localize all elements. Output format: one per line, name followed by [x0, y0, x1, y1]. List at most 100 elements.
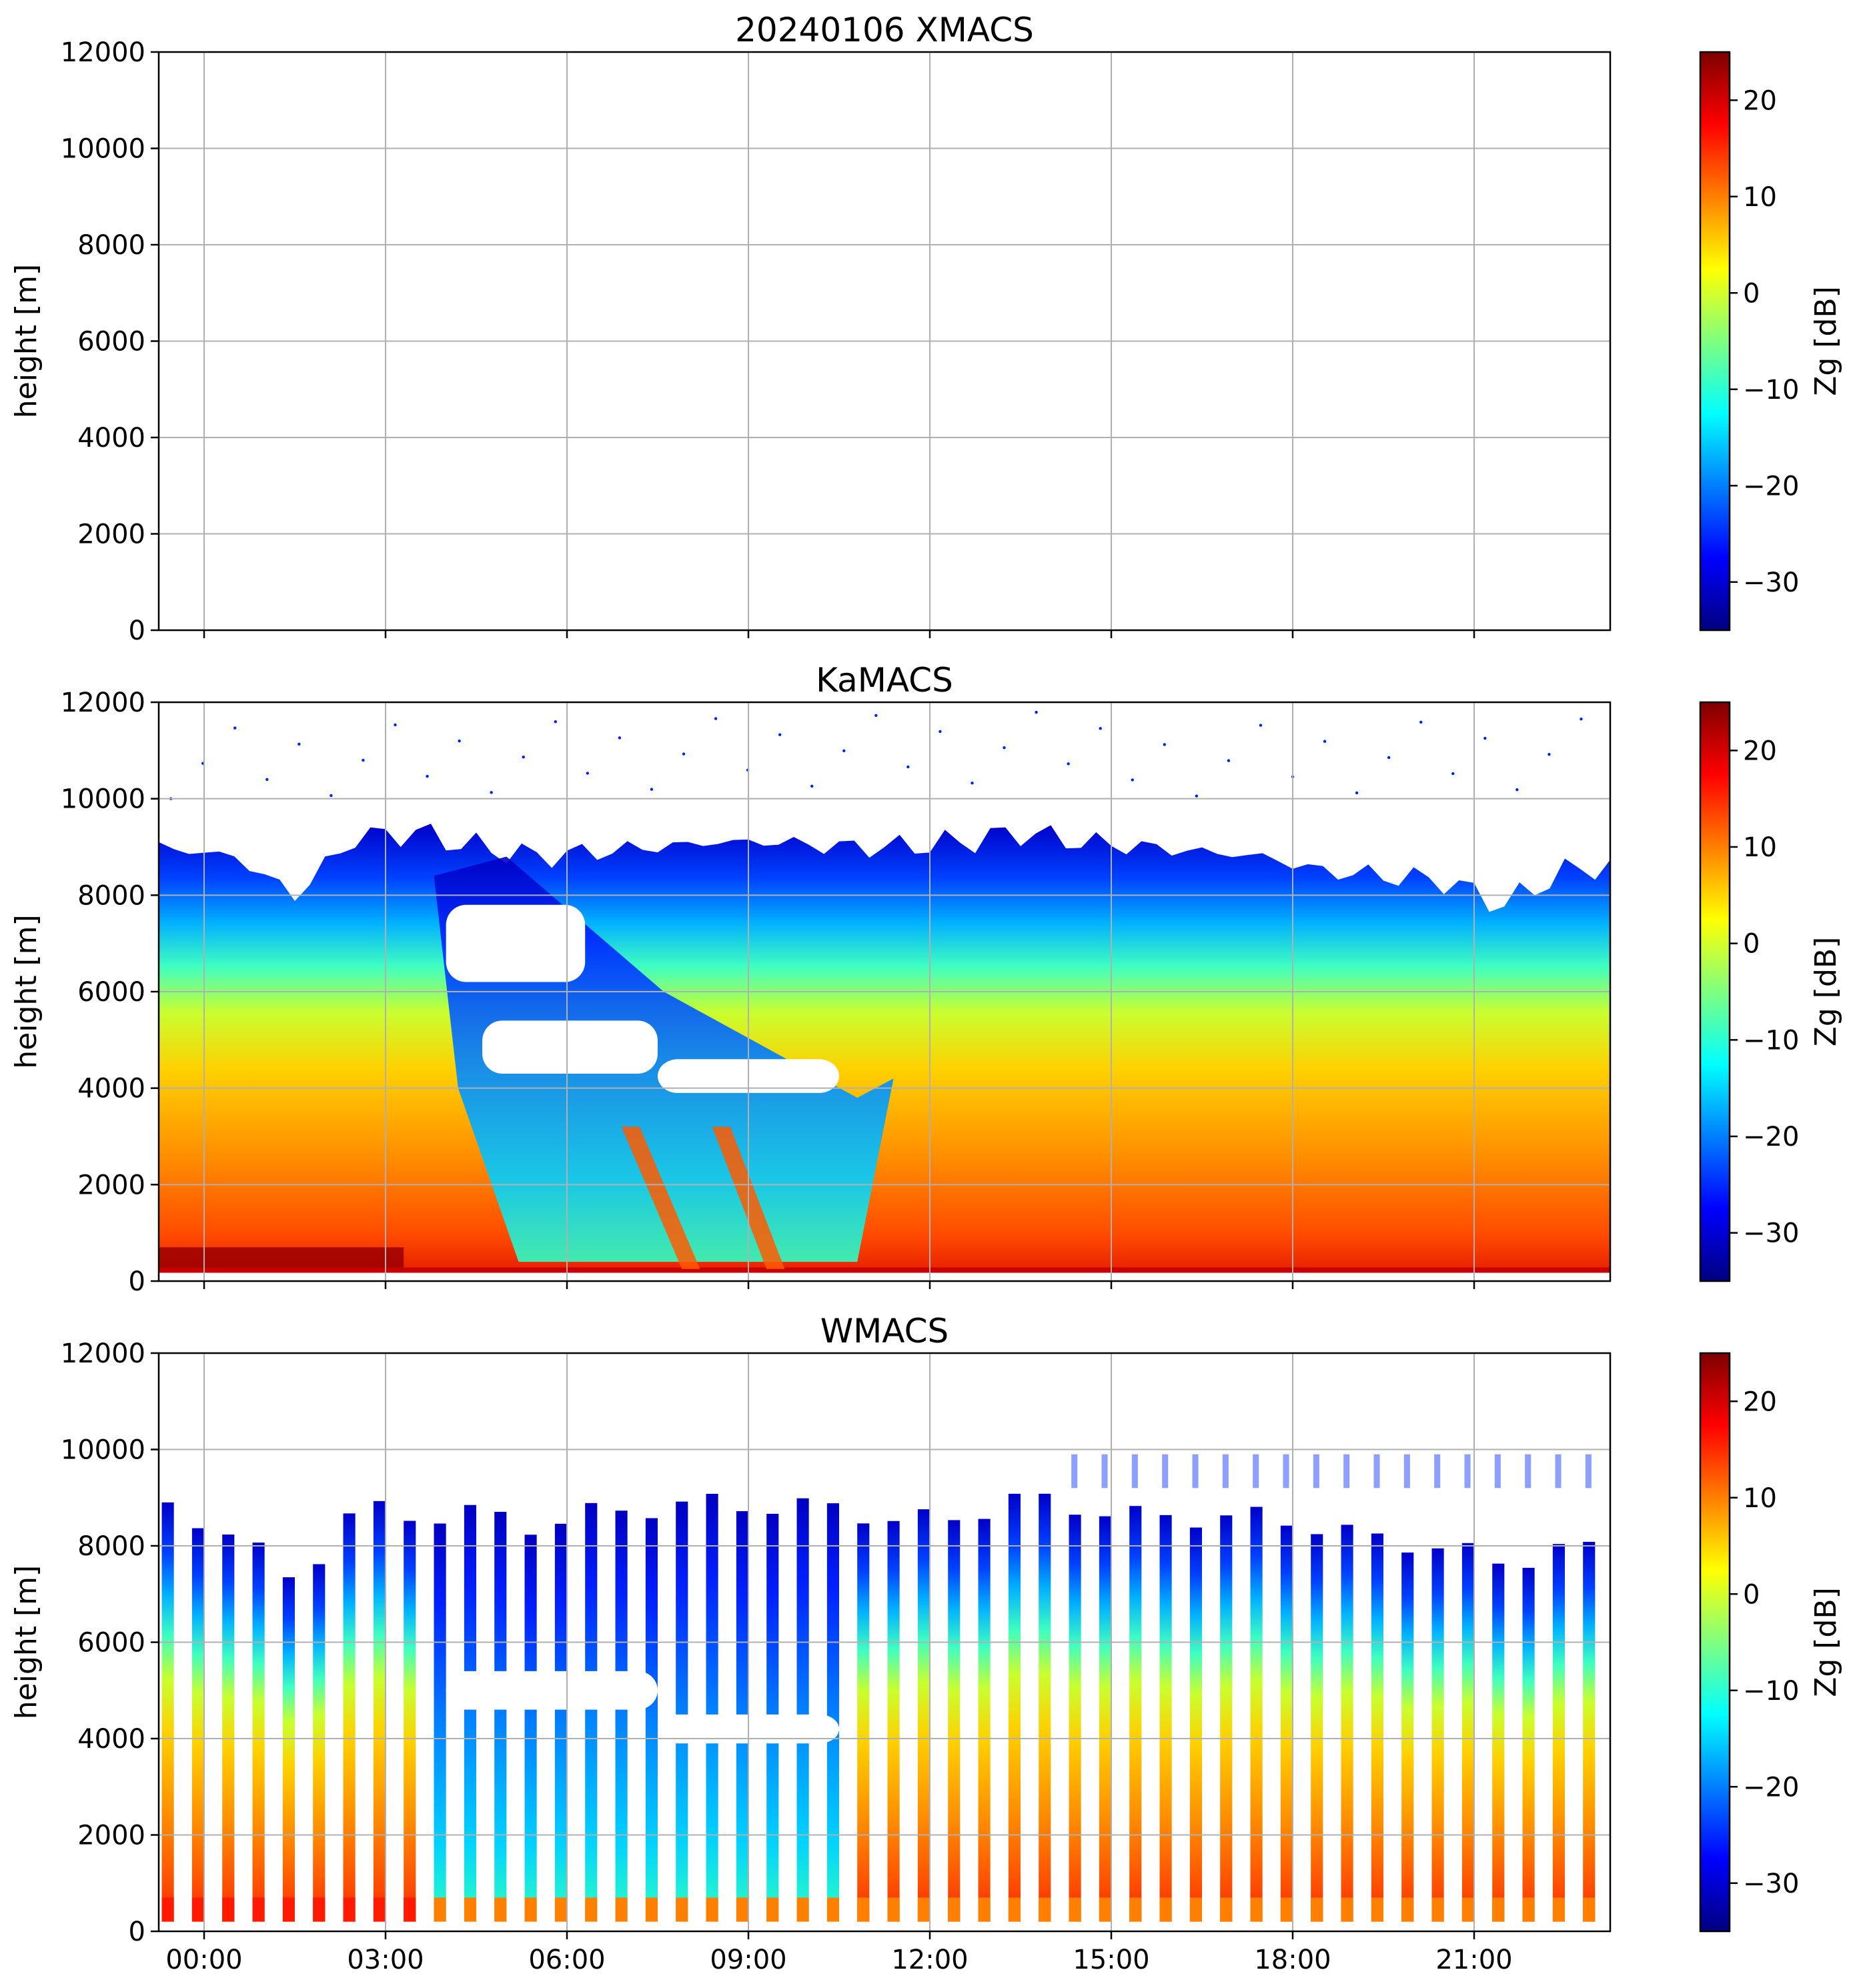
echo-speckle — [554, 720, 557, 724]
colorbar-label: Zg [dB] — [1809, 286, 1843, 396]
echo-column — [1552, 1544, 1565, 1922]
echo-column-base — [282, 1897, 295, 1922]
y-tick-label: 12000 — [61, 37, 145, 68]
echo-speckle — [1451, 772, 1455, 776]
echo-column-base — [494, 1897, 507, 1922]
echo-column-base — [948, 1897, 961, 1922]
echo-speckle — [1003, 746, 1006, 750]
echo-column-base — [554, 1897, 567, 1922]
echo-speckle — [1387, 756, 1391, 760]
echo-layer — [159, 710, 1610, 1273]
echo-column-base — [1069, 1897, 1081, 1922]
echo-column — [1522, 1567, 1535, 1922]
x-tick-label: 12:00 — [891, 1945, 968, 1975]
echo-column — [585, 1503, 598, 1922]
panel-title: WMACS — [820, 1312, 949, 1350]
echo-speckle — [1035, 710, 1038, 714]
colorbar-tick-label: 10 — [1743, 1483, 1777, 1514]
echo-speckle — [1067, 762, 1070, 766]
echo-column-base — [252, 1897, 265, 1922]
echo-column — [434, 1523, 446, 1922]
y-tick-label: 0 — [129, 616, 145, 646]
y-axis-label: height [m] — [9, 264, 43, 418]
colorbar-tick-label: −30 — [1743, 1869, 1799, 1899]
colorbar-tick-label: 10 — [1743, 832, 1777, 863]
echo-speckle — [1163, 743, 1166, 746]
colorbar-label: Zg [dB] — [1809, 1587, 1843, 1697]
echo-column — [343, 1513, 356, 1922]
x-tick-label: 09:00 — [710, 1945, 786, 1975]
echo-column — [917, 1509, 930, 1922]
y-tick-label: 2000 — [77, 520, 145, 550]
echo-surface-band — [159, 1247, 404, 1272]
echo-column — [948, 1520, 961, 1922]
echo-column — [857, 1523, 870, 1922]
colorbar-tick-label: −30 — [1743, 568, 1799, 598]
echo-column — [161, 1502, 174, 1922]
echo-upper-speckle — [1283, 1454, 1289, 1488]
echo-column — [1008, 1493, 1021, 1922]
echo-column-base — [1008, 1897, 1021, 1922]
echo-column-base — [524, 1897, 537, 1922]
echo-speckle — [1483, 736, 1487, 740]
echo-speckle — [1227, 759, 1231, 762]
x-tick-label: 00:00 — [165, 1945, 242, 1975]
echo-column-base — [676, 1897, 688, 1922]
echo-column — [887, 1521, 900, 1922]
y-tick-label: 6000 — [77, 977, 145, 1008]
y-tick-label: 8000 — [77, 880, 145, 911]
echo-fallstreak — [621, 1126, 700, 1269]
echo-speckle — [362, 758, 365, 762]
colorbar-tick-label: −20 — [1743, 471, 1799, 502]
echo-upper-speckle — [1071, 1454, 1078, 1488]
echo-column-base — [1371, 1897, 1383, 1922]
echo-column-base — [434, 1897, 446, 1922]
colorbar-tick-label: −20 — [1743, 1122, 1799, 1152]
echo-speckle — [1419, 720, 1423, 724]
echo-column — [676, 1501, 688, 1922]
echo-column — [1461, 1543, 1474, 1922]
y-tick-label: 10000 — [61, 134, 145, 165]
y-tick-label: 10000 — [61, 1435, 145, 1466]
echo-speckle — [490, 791, 493, 794]
echo-speckle — [1515, 788, 1519, 792]
echo-column-base — [1220, 1897, 1233, 1922]
grid — [159, 51, 1610, 631]
echo-speckle — [297, 742, 301, 746]
echo-column-base — [645, 1897, 658, 1922]
echo-column — [524, 1535, 537, 1922]
echo-field — [159, 824, 1610, 1272]
colorbar-tick-label: −10 — [1743, 1676, 1799, 1707]
y-tick-label: 8000 — [77, 1531, 145, 1562]
kamacs-panel: 0 2000 4000 6000 8000 10000 12000 KaMACS height … — [9, 661, 1843, 1297]
echo-column — [978, 1519, 991, 1922]
echo-column-base — [1583, 1897, 1596, 1922]
echo-column — [1583, 1541, 1596, 1922]
echo-speckle — [522, 756, 525, 759]
echo-column — [554, 1523, 567, 1922]
echo-column-base — [343, 1897, 356, 1922]
echo-column-base — [1039, 1897, 1051, 1922]
y-tick-label: 4000 — [77, 423, 145, 453]
echo-column — [191, 1528, 204, 1922]
wmacs-panel: 0 2000 4000 6000 8000 10000 12000 00:00 03:00 06:… — [9, 1312, 1843, 1975]
echo-column-base — [978, 1897, 991, 1922]
echo-upper-speckle — [1494, 1454, 1501, 1488]
y-tick-label: 0 — [129, 1917, 145, 1947]
echo-speckle — [778, 733, 782, 736]
echo-column-base — [1129, 1897, 1142, 1922]
colorbar-tick-label: 0 — [1743, 278, 1760, 309]
echo-upper-speckle — [1464, 1454, 1471, 1488]
echo-column — [1401, 1552, 1414, 1922]
echo-speckle — [1547, 752, 1551, 756]
echo-column-base — [615, 1897, 628, 1922]
echo-column-base — [222, 1897, 235, 1922]
y-tick-label: 4000 — [77, 1724, 145, 1755]
xmacs-panel: 0 2000 4000 6000 8000 10000 12000 20240106 XMAC… — [9, 11, 1843, 646]
y-axis-label: height [m] — [9, 1565, 43, 1719]
echo-speckle — [1580, 717, 1583, 721]
echo-column-base — [191, 1897, 204, 1922]
colorbar-tick-label: 10 — [1743, 182, 1777, 213]
echo-column — [615, 1511, 628, 1922]
